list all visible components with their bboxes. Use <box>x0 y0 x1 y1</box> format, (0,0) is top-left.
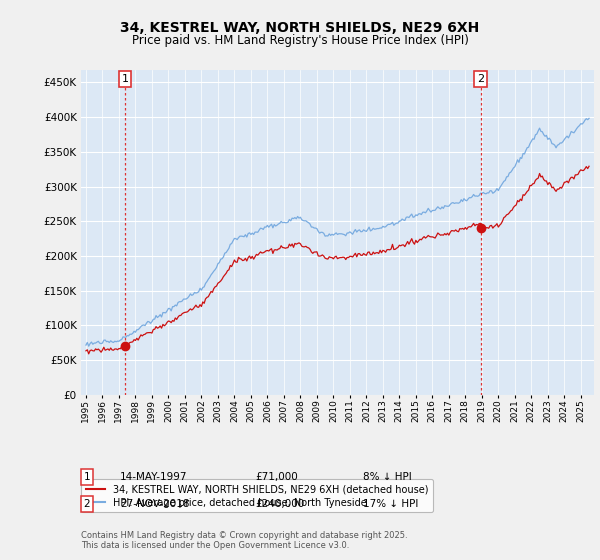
Text: 17% ↓ HPI: 17% ↓ HPI <box>363 499 418 509</box>
Text: 14-MAY-1997: 14-MAY-1997 <box>120 472 187 482</box>
Text: £240,000: £240,000 <box>255 499 304 509</box>
Text: 2: 2 <box>83 499 91 509</box>
Text: 8% ↓ HPI: 8% ↓ HPI <box>363 472 412 482</box>
Text: 27-NOV-2018: 27-NOV-2018 <box>120 499 190 509</box>
Text: 1: 1 <box>122 74 128 84</box>
Text: Price paid vs. HM Land Registry's House Price Index (HPI): Price paid vs. HM Land Registry's House … <box>131 34 469 46</box>
Legend: 34, KESTREL WAY, NORTH SHIELDS, NE29 6XH (detached house), HPI: Average price, d: 34, KESTREL WAY, NORTH SHIELDS, NE29 6XH… <box>81 479 433 512</box>
Text: Contains HM Land Registry data © Crown copyright and database right 2025.
This d: Contains HM Land Registry data © Crown c… <box>81 530 407 550</box>
Text: 1: 1 <box>83 472 91 482</box>
Text: 34, KESTREL WAY, NORTH SHIELDS, NE29 6XH: 34, KESTREL WAY, NORTH SHIELDS, NE29 6XH <box>121 21 479 35</box>
Text: £71,000: £71,000 <box>255 472 298 482</box>
Text: 2: 2 <box>477 74 484 84</box>
